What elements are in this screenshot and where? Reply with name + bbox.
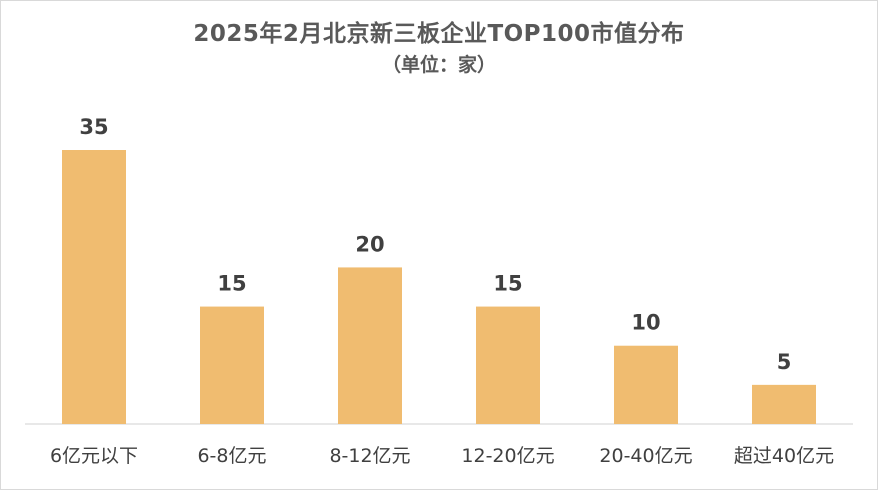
x-tick-label: 20-40亿元 [599, 445, 692, 467]
data-label: 15 [217, 272, 246, 296]
x-tick-label: 6亿元以下 [50, 445, 138, 467]
data-label: 20 [355, 232, 384, 256]
x-tick-label: 超过40亿元 [734, 445, 834, 467]
data-label: 15 [493, 272, 522, 296]
data-label: 10 [631, 311, 660, 335]
bar [62, 150, 126, 424]
data-label: 35 [79, 115, 108, 139]
x-tick-label: 6-8亿元 [197, 445, 266, 467]
chart-title: 2025年2月北京新三板企业TOP100市值分布 [193, 21, 685, 47]
bar [338, 267, 402, 424]
bar [476, 306, 540, 424]
x-tick-label: 8-12亿元 [329, 445, 410, 467]
chart-subtitle: （单位：家） [381, 54, 496, 76]
bar [200, 306, 264, 424]
data-label: 5 [777, 350, 792, 374]
bar [614, 345, 678, 424]
bar [752, 384, 816, 424]
x-tick-label: 12-20亿元 [461, 445, 554, 467]
